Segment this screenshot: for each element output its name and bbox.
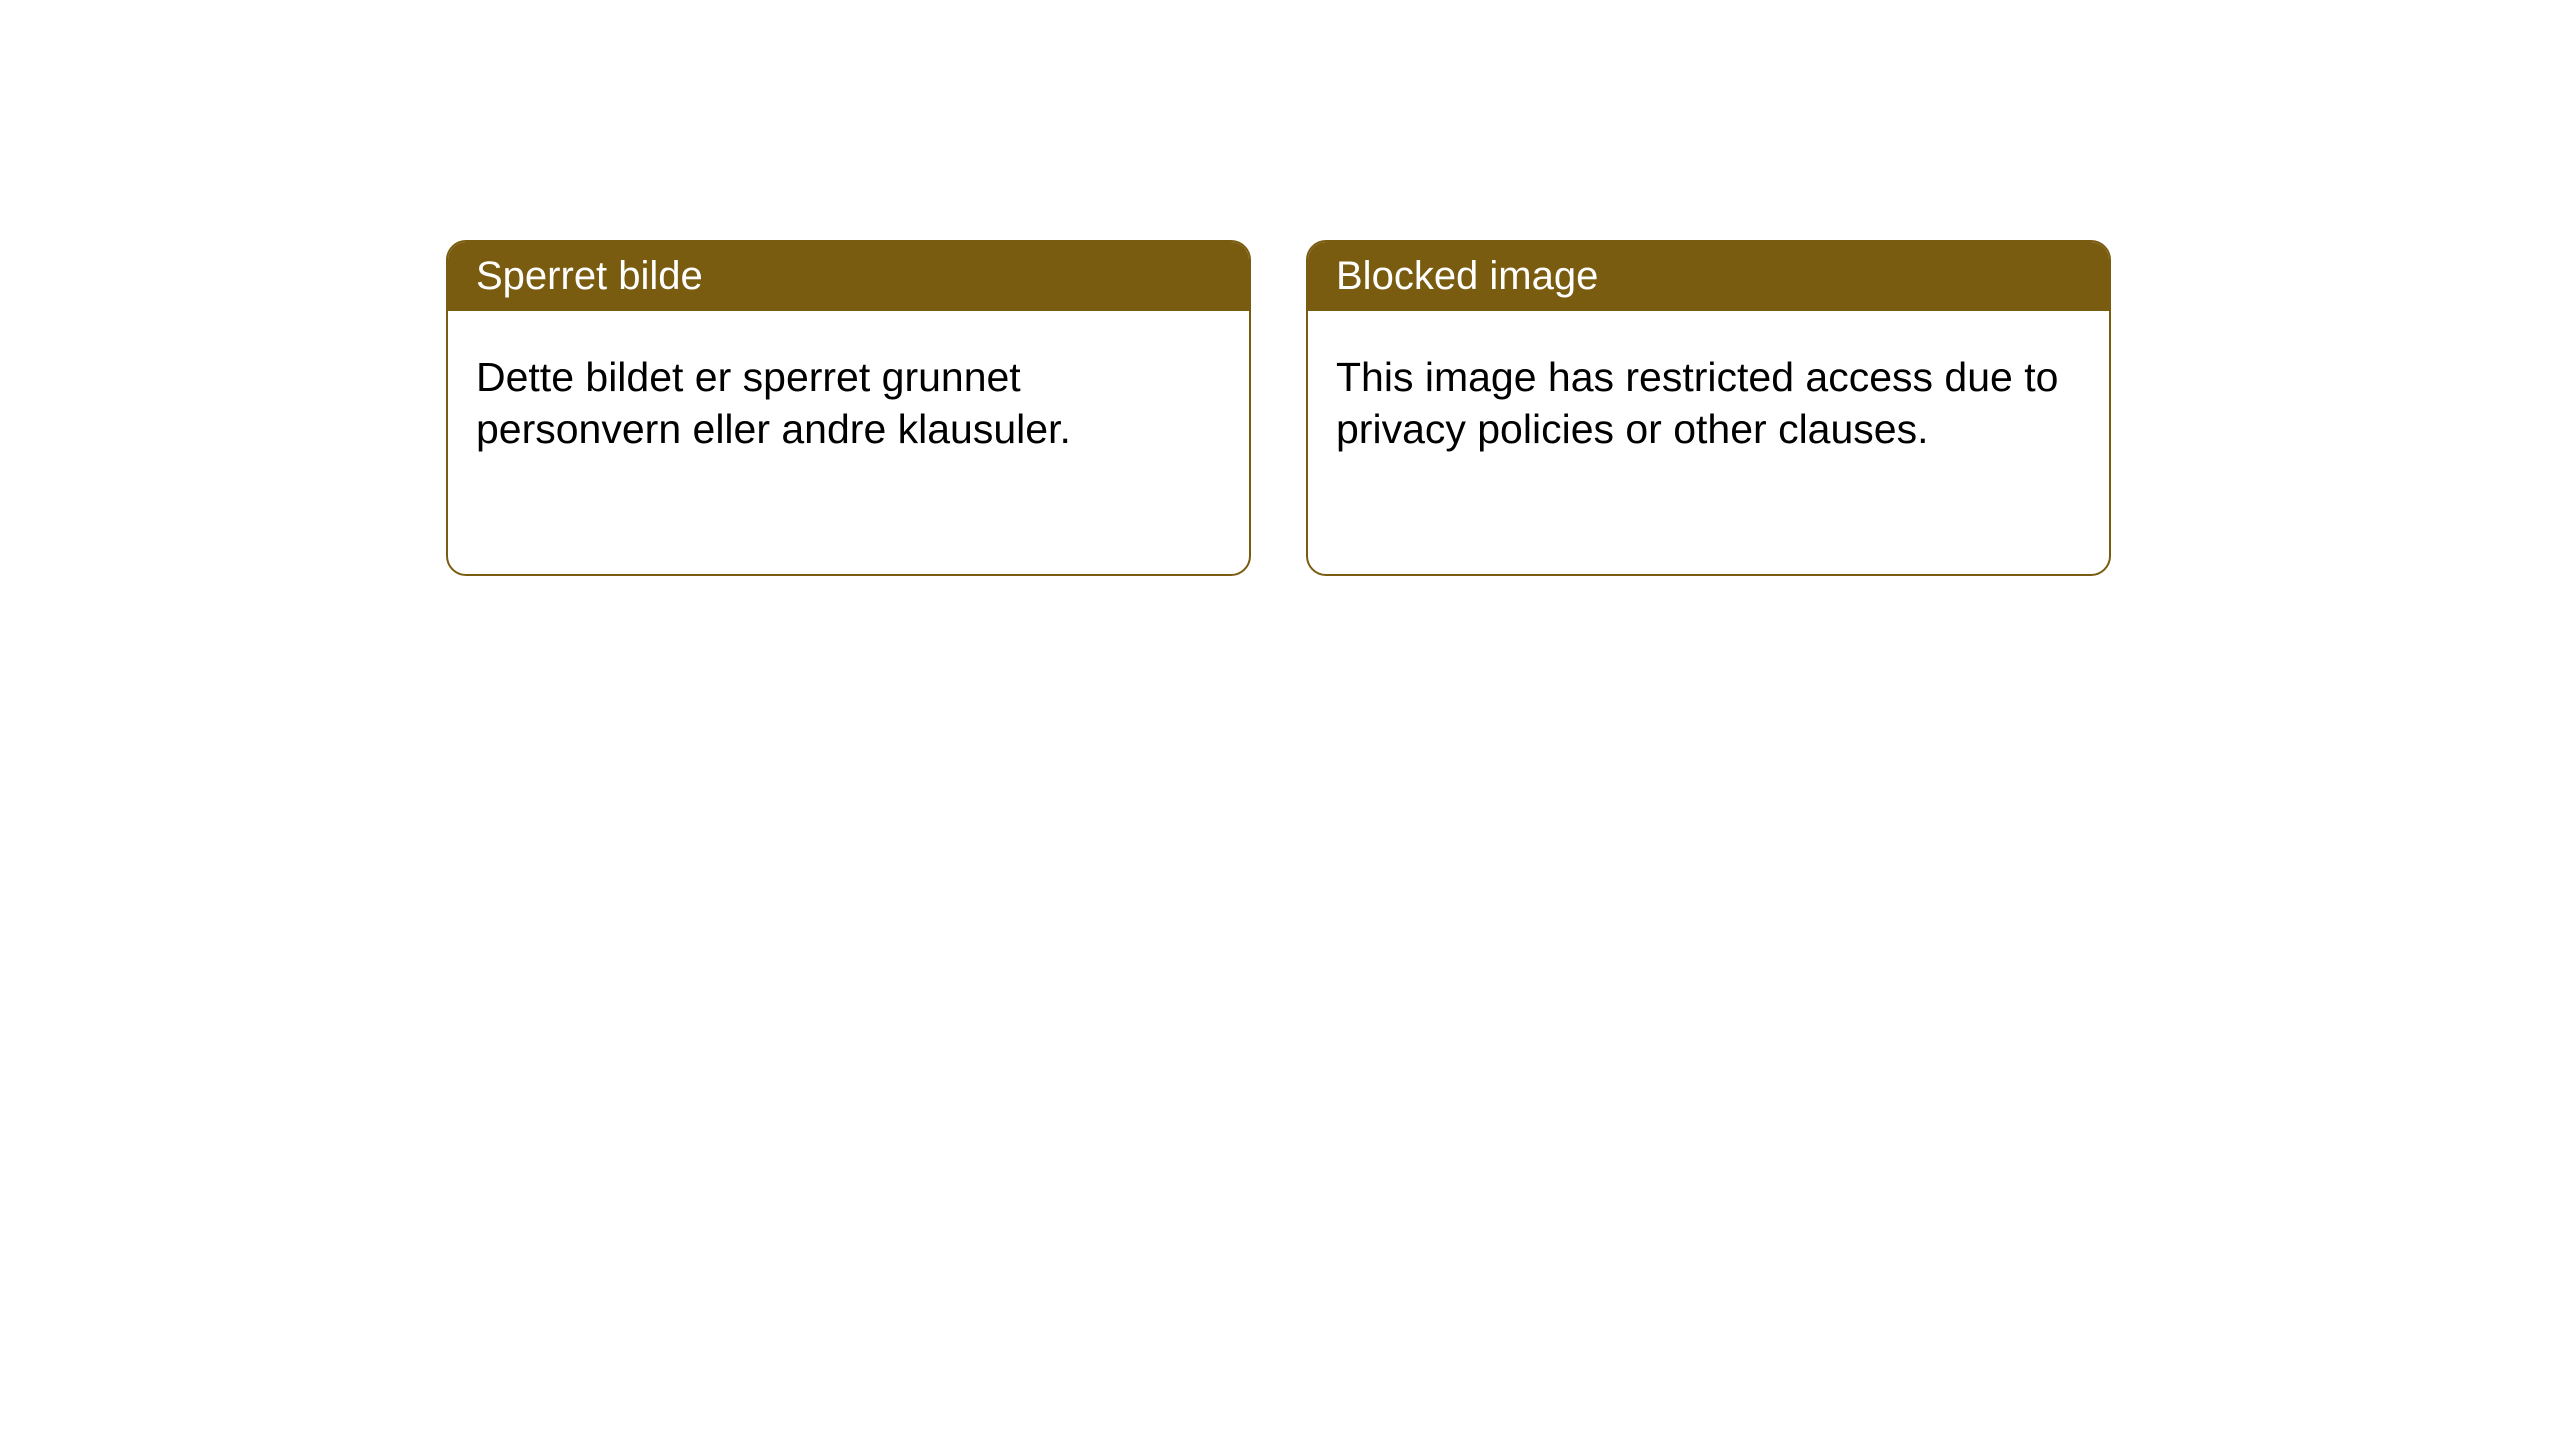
notice-card-norwegian: Sperret bilde Dette bildet er sperret gr…: [446, 240, 1251, 576]
card-title: Blocked image: [1336, 254, 1598, 298]
card-title: Sperret bilde: [476, 254, 703, 298]
card-body-text: Dette bildet er sperret grunnet personve…: [476, 354, 1071, 452]
notice-card-english: Blocked image This image has restricted …: [1306, 240, 2111, 576]
card-body-text: This image has restricted access due to …: [1336, 354, 2058, 452]
card-body: This image has restricted access due to …: [1308, 311, 2109, 496]
card-body: Dette bildet er sperret grunnet personve…: [448, 311, 1249, 496]
card-header: Blocked image: [1308, 242, 2109, 311]
card-header: Sperret bilde: [448, 242, 1249, 311]
notice-cards-container: Sperret bilde Dette bildet er sperret gr…: [0, 0, 2560, 576]
